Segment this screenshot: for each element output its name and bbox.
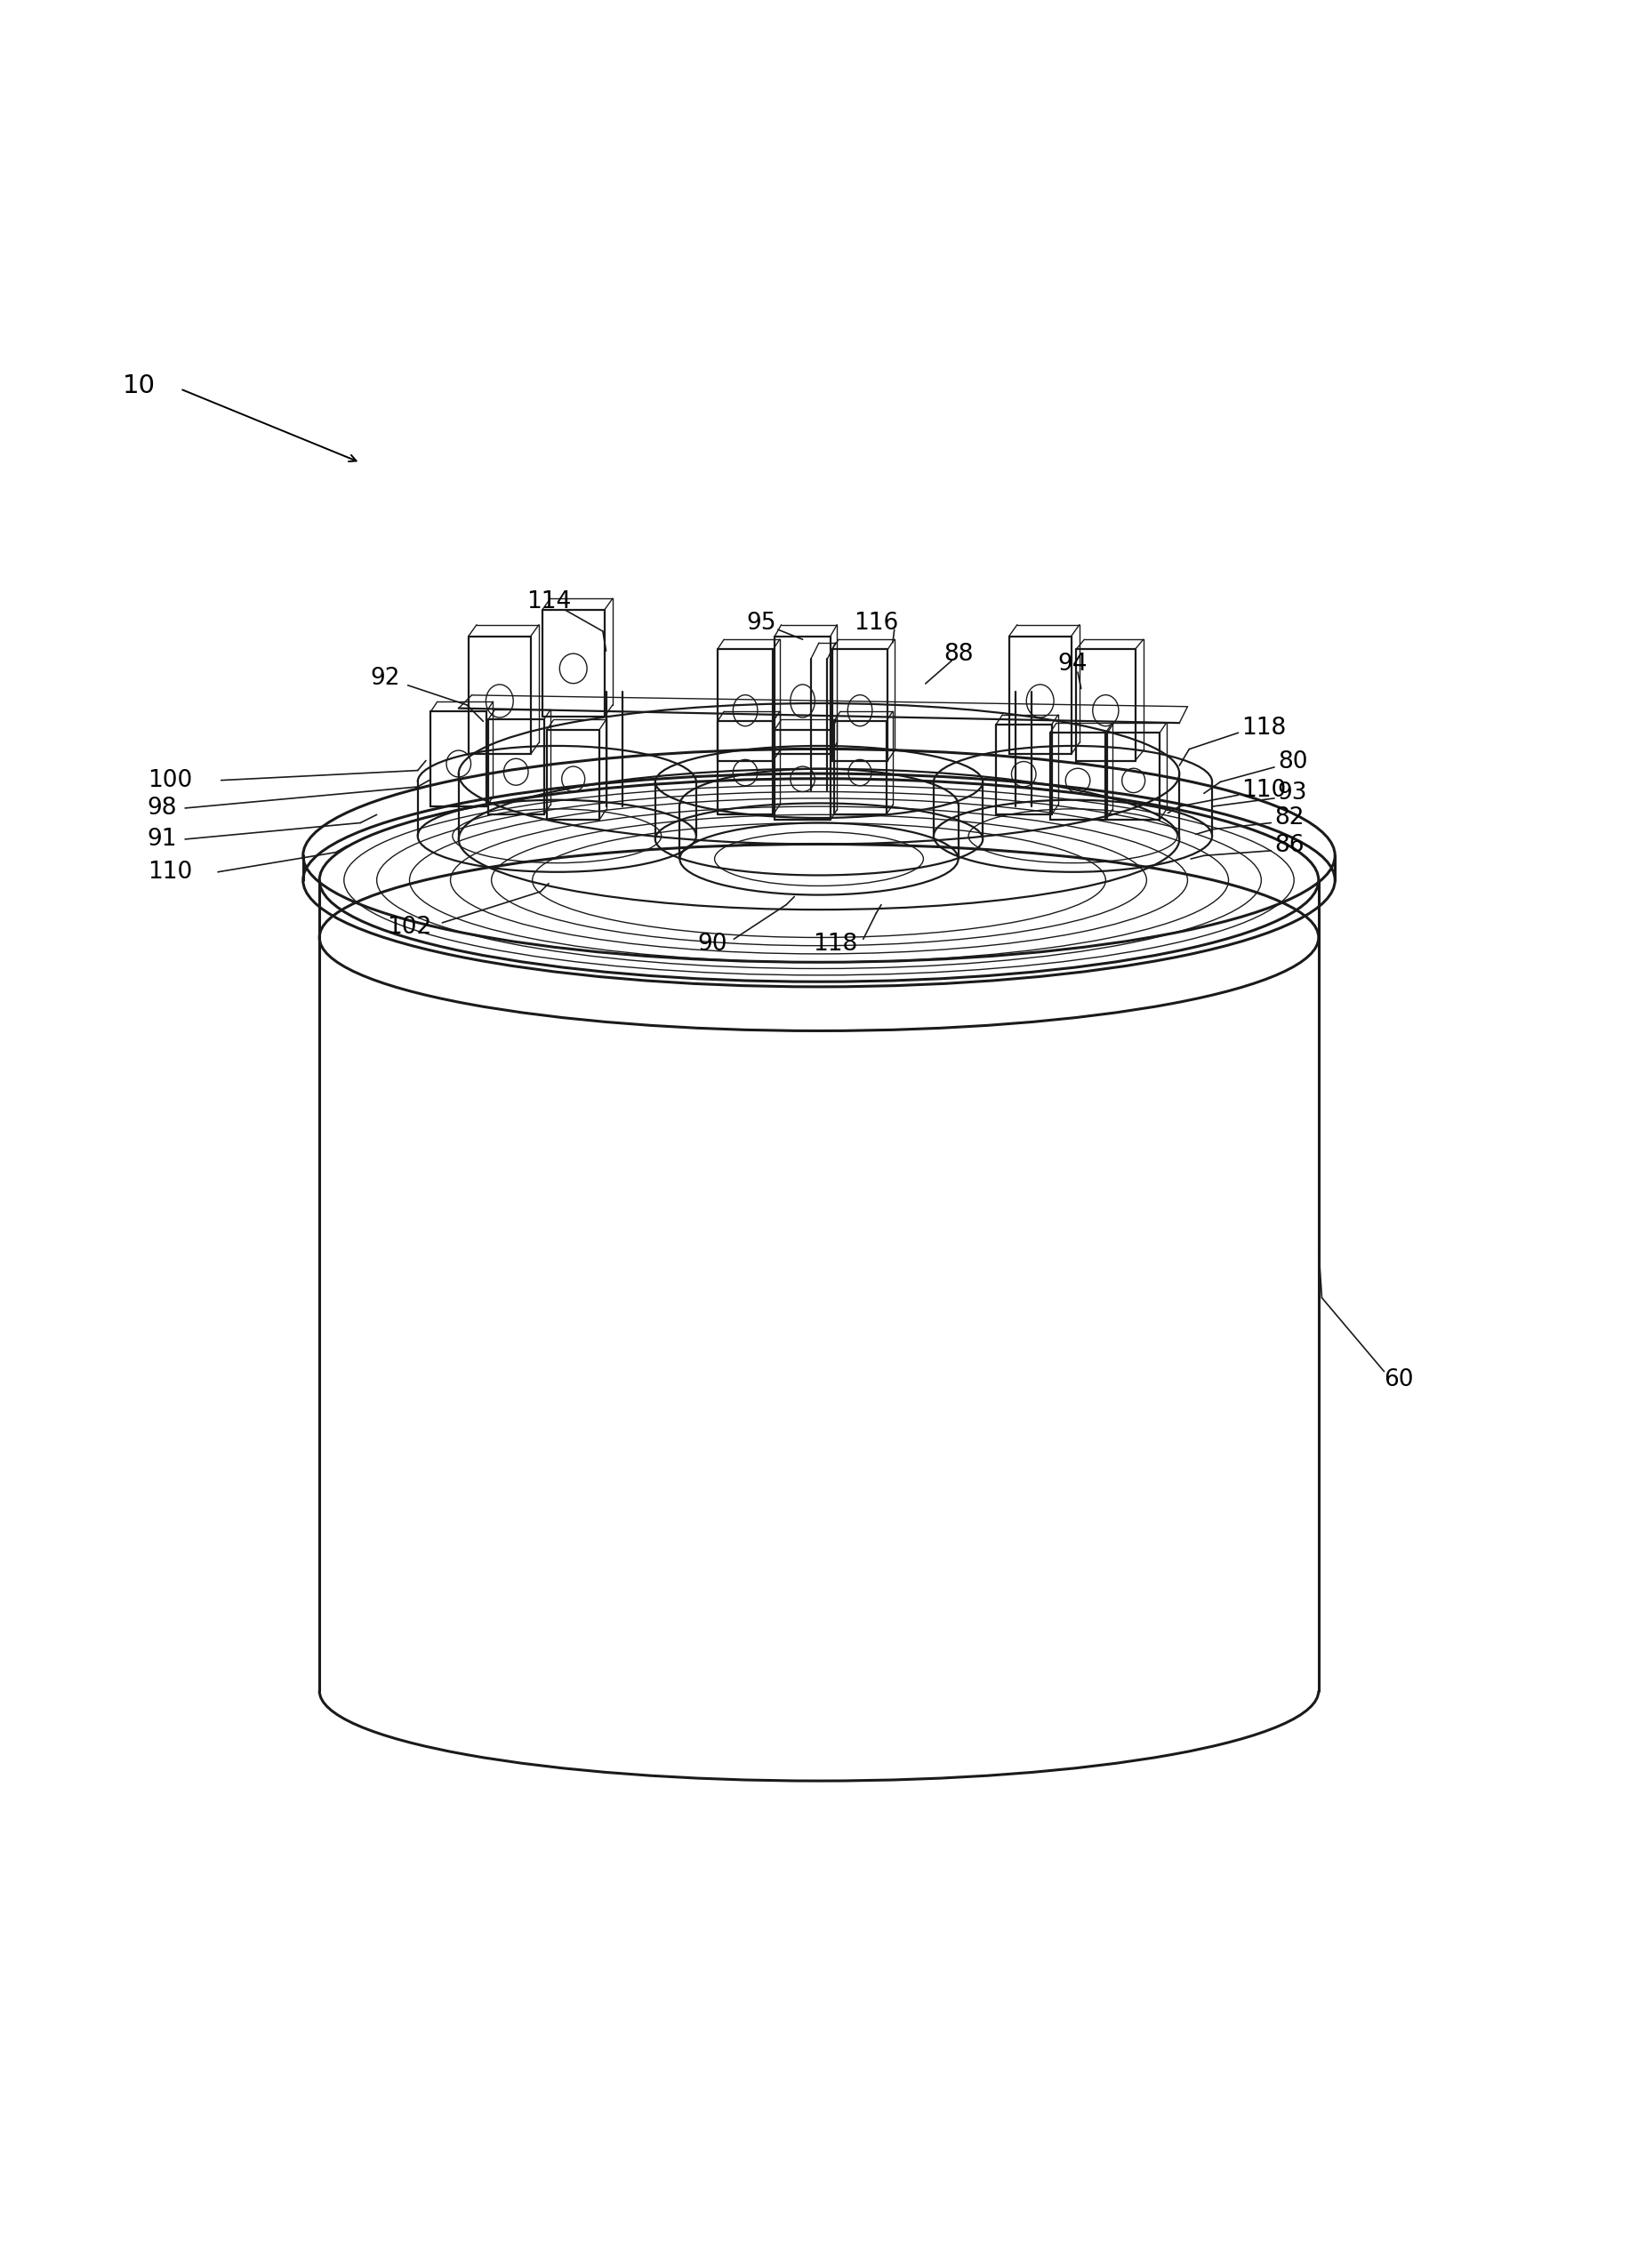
Text: 92: 92: [370, 667, 400, 689]
Text: 82: 82: [1274, 807, 1304, 830]
Text: 110: 110: [1242, 778, 1286, 801]
Text: 88: 88: [943, 642, 973, 667]
Text: 60: 60: [1384, 1368, 1414, 1390]
Text: 116: 116: [853, 612, 899, 635]
Text: 102: 102: [387, 916, 432, 939]
Text: 93: 93: [1278, 782, 1307, 805]
Text: 90: 90: [698, 932, 727, 955]
Text: 91: 91: [147, 828, 177, 850]
Text: 80: 80: [1278, 751, 1307, 773]
Text: 10: 10: [123, 374, 156, 399]
Text: 94: 94: [1058, 653, 1088, 676]
Text: 95: 95: [747, 612, 776, 635]
Text: 86: 86: [1274, 835, 1304, 857]
Text: 100: 100: [147, 769, 192, 792]
Text: 110: 110: [147, 860, 192, 885]
Text: 118: 118: [1242, 717, 1286, 739]
Text: 114: 114: [526, 590, 572, 612]
Text: 118: 118: [812, 932, 858, 955]
Text: 98: 98: [147, 796, 177, 819]
